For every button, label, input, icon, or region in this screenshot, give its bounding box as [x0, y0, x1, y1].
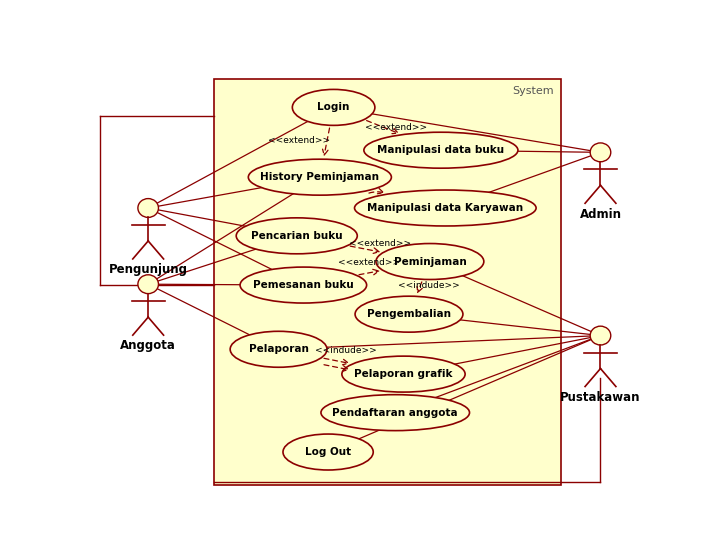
Text: Anggota: Anggota — [120, 339, 176, 353]
Text: Pencarian buku: Pencarian buku — [251, 231, 342, 241]
Ellipse shape — [240, 267, 366, 303]
Ellipse shape — [354, 190, 536, 226]
Ellipse shape — [230, 331, 327, 368]
Ellipse shape — [590, 143, 611, 162]
Ellipse shape — [293, 90, 375, 125]
Text: Pelaporan: Pelaporan — [248, 344, 309, 354]
Ellipse shape — [138, 198, 158, 217]
Text: Manipulasi data Karyawan: Manipulasi data Karyawan — [367, 203, 523, 213]
Text: <<extend>>: <<extend>> — [268, 136, 331, 145]
Ellipse shape — [590, 326, 611, 345]
Text: <<extend>>: <<extend>> — [349, 239, 412, 247]
Ellipse shape — [364, 132, 518, 168]
Text: Pendaftaran anggota: Pendaftaran anggota — [332, 408, 458, 418]
Text: <<extend>>: <<extend>> — [365, 123, 427, 132]
Text: <<extend>>: <<extend>> — [339, 259, 400, 267]
Ellipse shape — [248, 159, 391, 195]
Text: Manipulasi data buku: Manipulasi data buku — [377, 145, 505, 155]
Ellipse shape — [355, 296, 463, 332]
Text: Log Out: Log Out — [305, 447, 351, 457]
Ellipse shape — [376, 244, 484, 280]
Text: System: System — [513, 86, 555, 96]
Ellipse shape — [321, 395, 469, 431]
Text: Pustakawan: Pustakawan — [560, 391, 640, 404]
Bar — [214, 79, 561, 485]
Text: Pemesanan buku: Pemesanan buku — [253, 280, 354, 290]
Text: Peminjaman: Peminjaman — [393, 256, 466, 266]
Ellipse shape — [283, 434, 373, 470]
Ellipse shape — [342, 356, 465, 392]
Text: History Peminjaman: History Peminjaman — [261, 172, 379, 182]
Text: Admin: Admin — [579, 207, 621, 221]
Ellipse shape — [236, 218, 357, 254]
Text: Pengembalian: Pengembalian — [367, 309, 451, 319]
Ellipse shape — [138, 275, 158, 294]
Text: Pelaporan grafik: Pelaporan grafik — [354, 369, 453, 379]
Text: <<indude>>: <<indude>> — [315, 346, 376, 355]
Text: Pengunjung: Pengunjung — [109, 263, 187, 276]
Text: Login: Login — [317, 102, 350, 112]
Text: <<indude>>: <<indude>> — [398, 281, 459, 290]
